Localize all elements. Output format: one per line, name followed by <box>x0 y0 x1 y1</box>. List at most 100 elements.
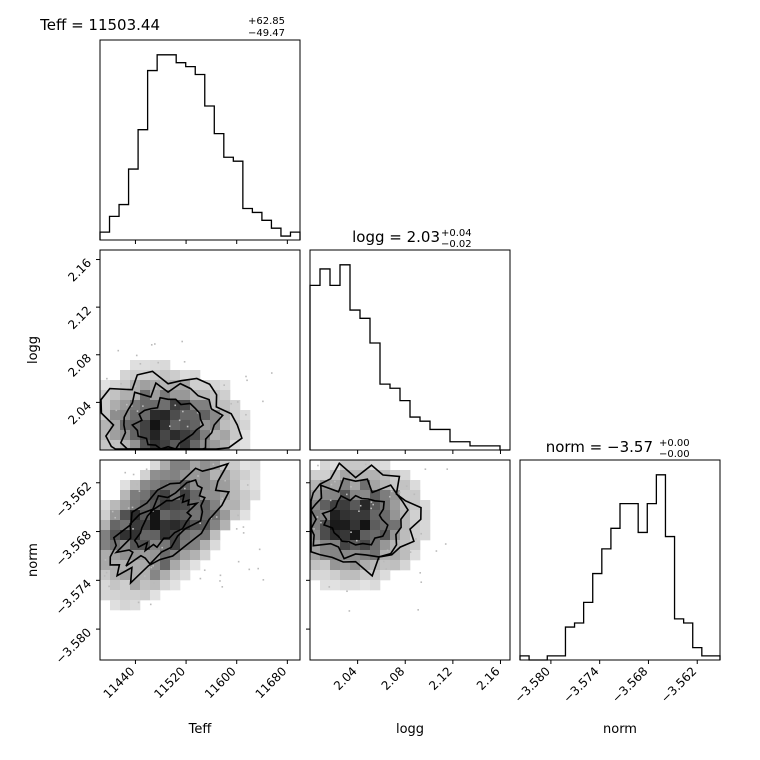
density-cell <box>100 380 111 391</box>
panel-frame <box>519 459 721 661</box>
density-cell <box>190 560 201 571</box>
scatter-point <box>417 609 419 611</box>
density-cell <box>110 410 121 421</box>
density-cell <box>130 540 141 551</box>
scatter-point <box>446 468 449 470</box>
density-cell <box>220 490 231 501</box>
density-cell <box>360 530 371 541</box>
density-cell <box>150 560 161 571</box>
density-cell <box>150 570 161 581</box>
density-cell <box>150 370 161 381</box>
density-cell <box>370 540 381 551</box>
scatter-point <box>358 510 360 513</box>
density-cell <box>160 470 171 481</box>
scatter-point <box>246 484 249 486</box>
scatter-point <box>248 568 251 571</box>
density-cell <box>120 420 131 431</box>
density-cell <box>230 440 241 451</box>
density-cell <box>170 510 181 521</box>
density-cell <box>170 410 181 421</box>
density-cell <box>120 380 131 391</box>
scatter-point <box>127 507 130 509</box>
scatter-point <box>111 510 114 513</box>
scatter-point <box>399 491 401 494</box>
density-cell <box>220 520 231 531</box>
density-cell <box>210 510 221 521</box>
density-cell <box>360 520 371 531</box>
density-cell <box>330 550 341 561</box>
scatter-point <box>405 485 408 487</box>
density-cell <box>210 500 221 511</box>
density-cell <box>150 480 161 491</box>
density-cell <box>120 520 131 531</box>
density-cell <box>200 510 211 521</box>
density-cell <box>160 560 171 571</box>
ylabel-logg: logg <box>26 336 41 364</box>
density-cell <box>240 510 251 521</box>
density-cell <box>320 570 331 581</box>
scatter-point <box>105 571 108 574</box>
contour-level-3 <box>321 494 389 546</box>
density-cell <box>100 550 111 561</box>
density-cell <box>380 460 391 471</box>
density-cell <box>130 480 141 491</box>
density-cell <box>120 440 131 451</box>
density-cell <box>160 430 171 441</box>
density-cell <box>180 460 191 471</box>
density-cell <box>350 570 361 581</box>
scatter-point <box>153 582 155 584</box>
density-cell <box>210 400 221 411</box>
scatter-point <box>413 493 416 496</box>
density-cell <box>180 430 191 441</box>
density-cell <box>150 460 161 471</box>
panel-frame <box>309 459 511 661</box>
scatter-point <box>316 516 319 518</box>
density-cell <box>350 530 361 541</box>
scatter-point <box>388 471 390 474</box>
density-cell <box>330 570 341 581</box>
density-cell <box>160 530 171 541</box>
scatter-point <box>334 480 336 483</box>
scatter-point <box>245 413 247 416</box>
density-cell <box>330 510 341 521</box>
contour-level-2 <box>114 479 206 567</box>
density-cell <box>250 470 261 481</box>
scatter-point <box>142 405 144 407</box>
density-cell <box>240 490 251 501</box>
density-cell <box>190 430 201 441</box>
density-cell <box>170 550 181 561</box>
density-cell <box>160 360 171 371</box>
scatter-point <box>139 362 142 365</box>
x-tick-label: 2.12 <box>426 664 455 693</box>
scatter-point <box>181 340 183 343</box>
y-tick-label: −3.580 <box>53 625 94 666</box>
density-cell <box>100 430 111 441</box>
density-cell <box>130 400 141 411</box>
density-cell <box>190 440 201 451</box>
density-cell <box>390 510 401 521</box>
scatter-point <box>117 349 120 352</box>
density-cell <box>190 480 201 491</box>
x-tick-label: 11680 <box>253 664 290 701</box>
density-cell <box>200 490 211 501</box>
density-cell <box>310 560 321 571</box>
density-cell <box>370 470 381 481</box>
density-cell <box>400 480 411 491</box>
scatter-point <box>370 507 372 510</box>
density-cell <box>420 500 431 511</box>
density-cell <box>180 530 191 541</box>
density-cell <box>320 480 331 491</box>
density-cell <box>360 480 371 491</box>
x-tick-label: −3.562 <box>658 664 699 705</box>
density-cell <box>100 420 111 431</box>
contour-level-1 <box>109 462 231 585</box>
density-cell <box>130 420 141 431</box>
y-tick-label: 2.08 <box>65 351 94 380</box>
x-tick-label: 11600 <box>202 664 239 701</box>
density-cell <box>370 500 381 511</box>
density-cell <box>250 480 261 491</box>
panel-frame <box>99 39 301 241</box>
density-cell <box>340 480 351 491</box>
density-cell <box>340 520 351 531</box>
